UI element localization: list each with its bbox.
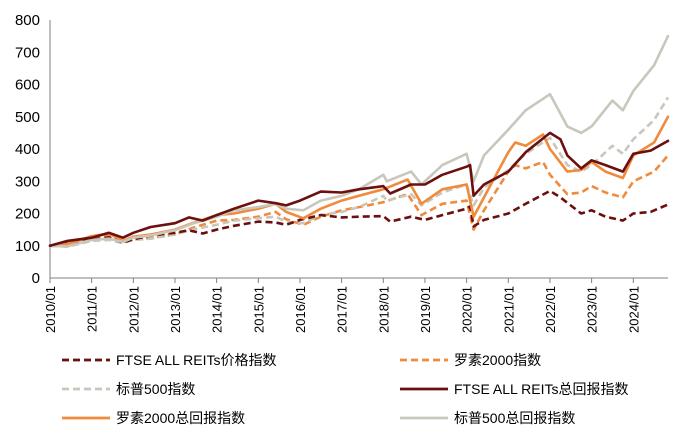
y-tick-label: 100 bbox=[15, 238, 40, 255]
y-tick-label: 300 bbox=[15, 173, 40, 190]
x-tick-label: 2024/01 bbox=[626, 286, 641, 333]
y-tick-label: 800 bbox=[15, 12, 40, 29]
y-tick-label: 500 bbox=[15, 109, 40, 126]
y-tick-label: 700 bbox=[15, 44, 40, 61]
x-tick-label: 2020/01 bbox=[460, 286, 475, 333]
y-tick-label: 0 bbox=[32, 270, 40, 287]
series-line bbox=[48, 131, 670, 248]
legend-label: 罗素2000指数 bbox=[454, 352, 541, 368]
x-tick-label: 2013/01 bbox=[168, 286, 183, 333]
legend-label: FTSE ALL REITs价格指数 bbox=[116, 352, 277, 368]
x-tick-label: 2014/01 bbox=[210, 286, 225, 333]
y-tick-label: 400 bbox=[15, 141, 40, 158]
y-tick-label: 600 bbox=[15, 77, 40, 94]
x-tick-label: 2012/01 bbox=[126, 286, 141, 333]
legend-label: FTSE ALL REITs总回报指数 bbox=[454, 381, 629, 397]
series-line bbox=[48, 115, 670, 248]
x-axis: 2010/01 2011/01 2012/01 2013/01 2014/01 2015/… bbox=[43, 277, 668, 333]
series-lines bbox=[48, 34, 670, 248]
x-tick-label: 2023/01 bbox=[585, 286, 600, 333]
x-tick-label: 2018/01 bbox=[376, 286, 391, 333]
series-line bbox=[48, 34, 670, 248]
legend-label: 罗素2000总回报指数 bbox=[116, 410, 245, 426]
y-axis: 0 100 200 300 400 500 600 700 800 bbox=[15, 12, 51, 287]
legend-label: 标普500指数 bbox=[116, 381, 195, 397]
x-tick-label: 2016/01 bbox=[293, 286, 308, 333]
x-tick-label: 2011/01 bbox=[85, 286, 100, 332]
x-tick-label: 2015/01 bbox=[251, 286, 266, 333]
x-tick-label: 2019/01 bbox=[418, 286, 433, 333]
x-tick-label: 2021/01 bbox=[501, 286, 516, 333]
series-line bbox=[49, 96, 670, 248]
x-tick-label: 2017/01 bbox=[335, 286, 350, 333]
y-tick-label: 200 bbox=[15, 206, 40, 223]
x-tick-label: 2010/01 bbox=[43, 286, 58, 333]
x-tick-label: 2022/01 bbox=[543, 286, 558, 333]
legend-label: 标普500总回报指数 bbox=[454, 410, 575, 426]
